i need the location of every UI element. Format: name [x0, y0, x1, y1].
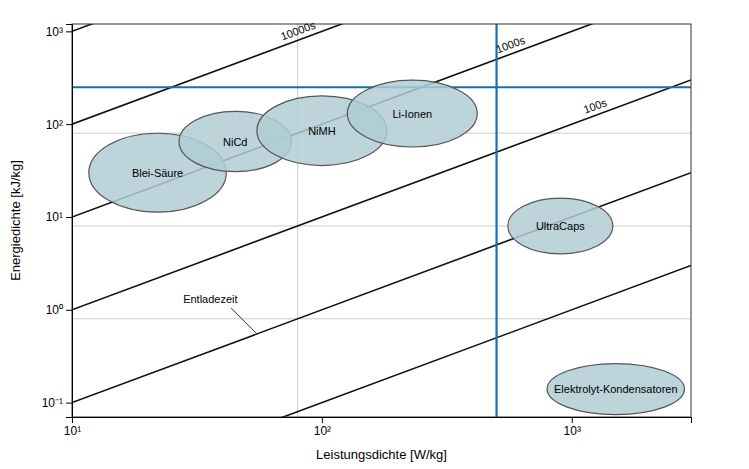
annotation-line	[231, 308, 257, 334]
ellipse-label: Li-Ionen	[392, 108, 432, 120]
diagonal-line	[72, 266, 691, 417]
diagonal-line	[72, 24, 691, 31]
tick-label: 10¹	[46, 210, 63, 224]
diagonal-lines	[72, 24, 691, 417]
tick-mark	[66, 403, 72, 404]
diagonal-label: 100s	[582, 96, 609, 116]
tick: 10¹	[46, 210, 72, 224]
diagonal-line	[72, 80, 691, 310]
tick-label: 10¹	[64, 424, 81, 438]
labels: Blei-Säure NiCd NiMH Li-Ionen UltraCaps Elekt…	[132, 19, 678, 396]
tick: 10⁻¹	[42, 396, 72, 410]
tick-mark	[322, 417, 323, 423]
tick: 10²	[314, 417, 331, 438]
ellipse	[347, 80, 477, 147]
plot-frame	[72, 24, 691, 417]
tick: 10²	[46, 118, 72, 132]
tick: 10³	[46, 25, 72, 39]
diagonal-label: 1000s	[494, 33, 527, 55]
tick-label: 10⁰	[46, 303, 63, 317]
tick-mark	[66, 124, 72, 125]
tick: 10¹	[64, 417, 81, 438]
grid-horizontal	[72, 133, 691, 319]
grid-line	[72, 318, 691, 319]
diagonal-label: 10000s	[279, 19, 317, 43]
reference-line	[495, 24, 497, 417]
ellipse-label: NiCd	[223, 136, 247, 148]
tick-label: 10²	[314, 424, 331, 438]
ellipse	[547, 364, 684, 415]
y-axis-line	[66, 25, 73, 418]
y-axis: 10⁻¹ 10⁰ 10¹ 10² 10³	[42, 25, 73, 418]
reference-lines-x	[496, 24, 497, 417]
x-axis-line	[73, 418, 692, 424]
grid-line	[297, 24, 298, 417]
tick: 10⁰	[46, 303, 72, 317]
ellipse-label: UltraCaps	[536, 220, 585, 232]
ellipse	[508, 198, 613, 254]
diagonal-line	[72, 24, 691, 217]
ellipse-label: Blei-Säure	[132, 167, 183, 179]
tick-mark	[66, 217, 72, 218]
tick-label: 10²	[46, 118, 63, 132]
x-axis-title: Leistungsdichte [W/kg]	[316, 447, 447, 462]
tick-label: 10⁻¹	[42, 396, 63, 410]
y-axis-title: Energiedichte [kJ/kg]	[8, 160, 23, 281]
plot-area: 10¹ 10² 10³ 10⁻¹ 10⁰ 10¹ 10² 10³ Leistungsdichte…	[8, 0, 692, 469]
grid-vertical	[298, 24, 497, 417]
tick-mark	[66, 31, 72, 32]
annotation: Entladezeit	[183, 293, 237, 305]
chart-container: 10¹ 10² 10³ 10⁻¹ 10⁰ 10¹ 10² 10³ Leistungsdichte…	[0, 0, 749, 469]
tick-mark	[572, 417, 573, 423]
tick: 10³	[564, 417, 581, 438]
ellipses	[89, 80, 685, 414]
ellipse-label: Elektrolyt-Kondensatoren	[554, 383, 678, 395]
plot-marks	[72, 24, 691, 417]
tick-label: 10³	[564, 424, 581, 438]
tick-mark	[66, 310, 72, 311]
grid-line	[496, 24, 497, 417]
chart-svg: 10¹ 10² 10³ 10⁻¹ 10⁰ 10¹ 10² 10³ Leistungsdichte…	[0, 0, 749, 469]
x-axis: 10¹ 10² 10³	[64, 417, 692, 438]
ellipse-label: NiMH	[308, 125, 336, 137]
tick-label: 10³	[46, 25, 63, 39]
